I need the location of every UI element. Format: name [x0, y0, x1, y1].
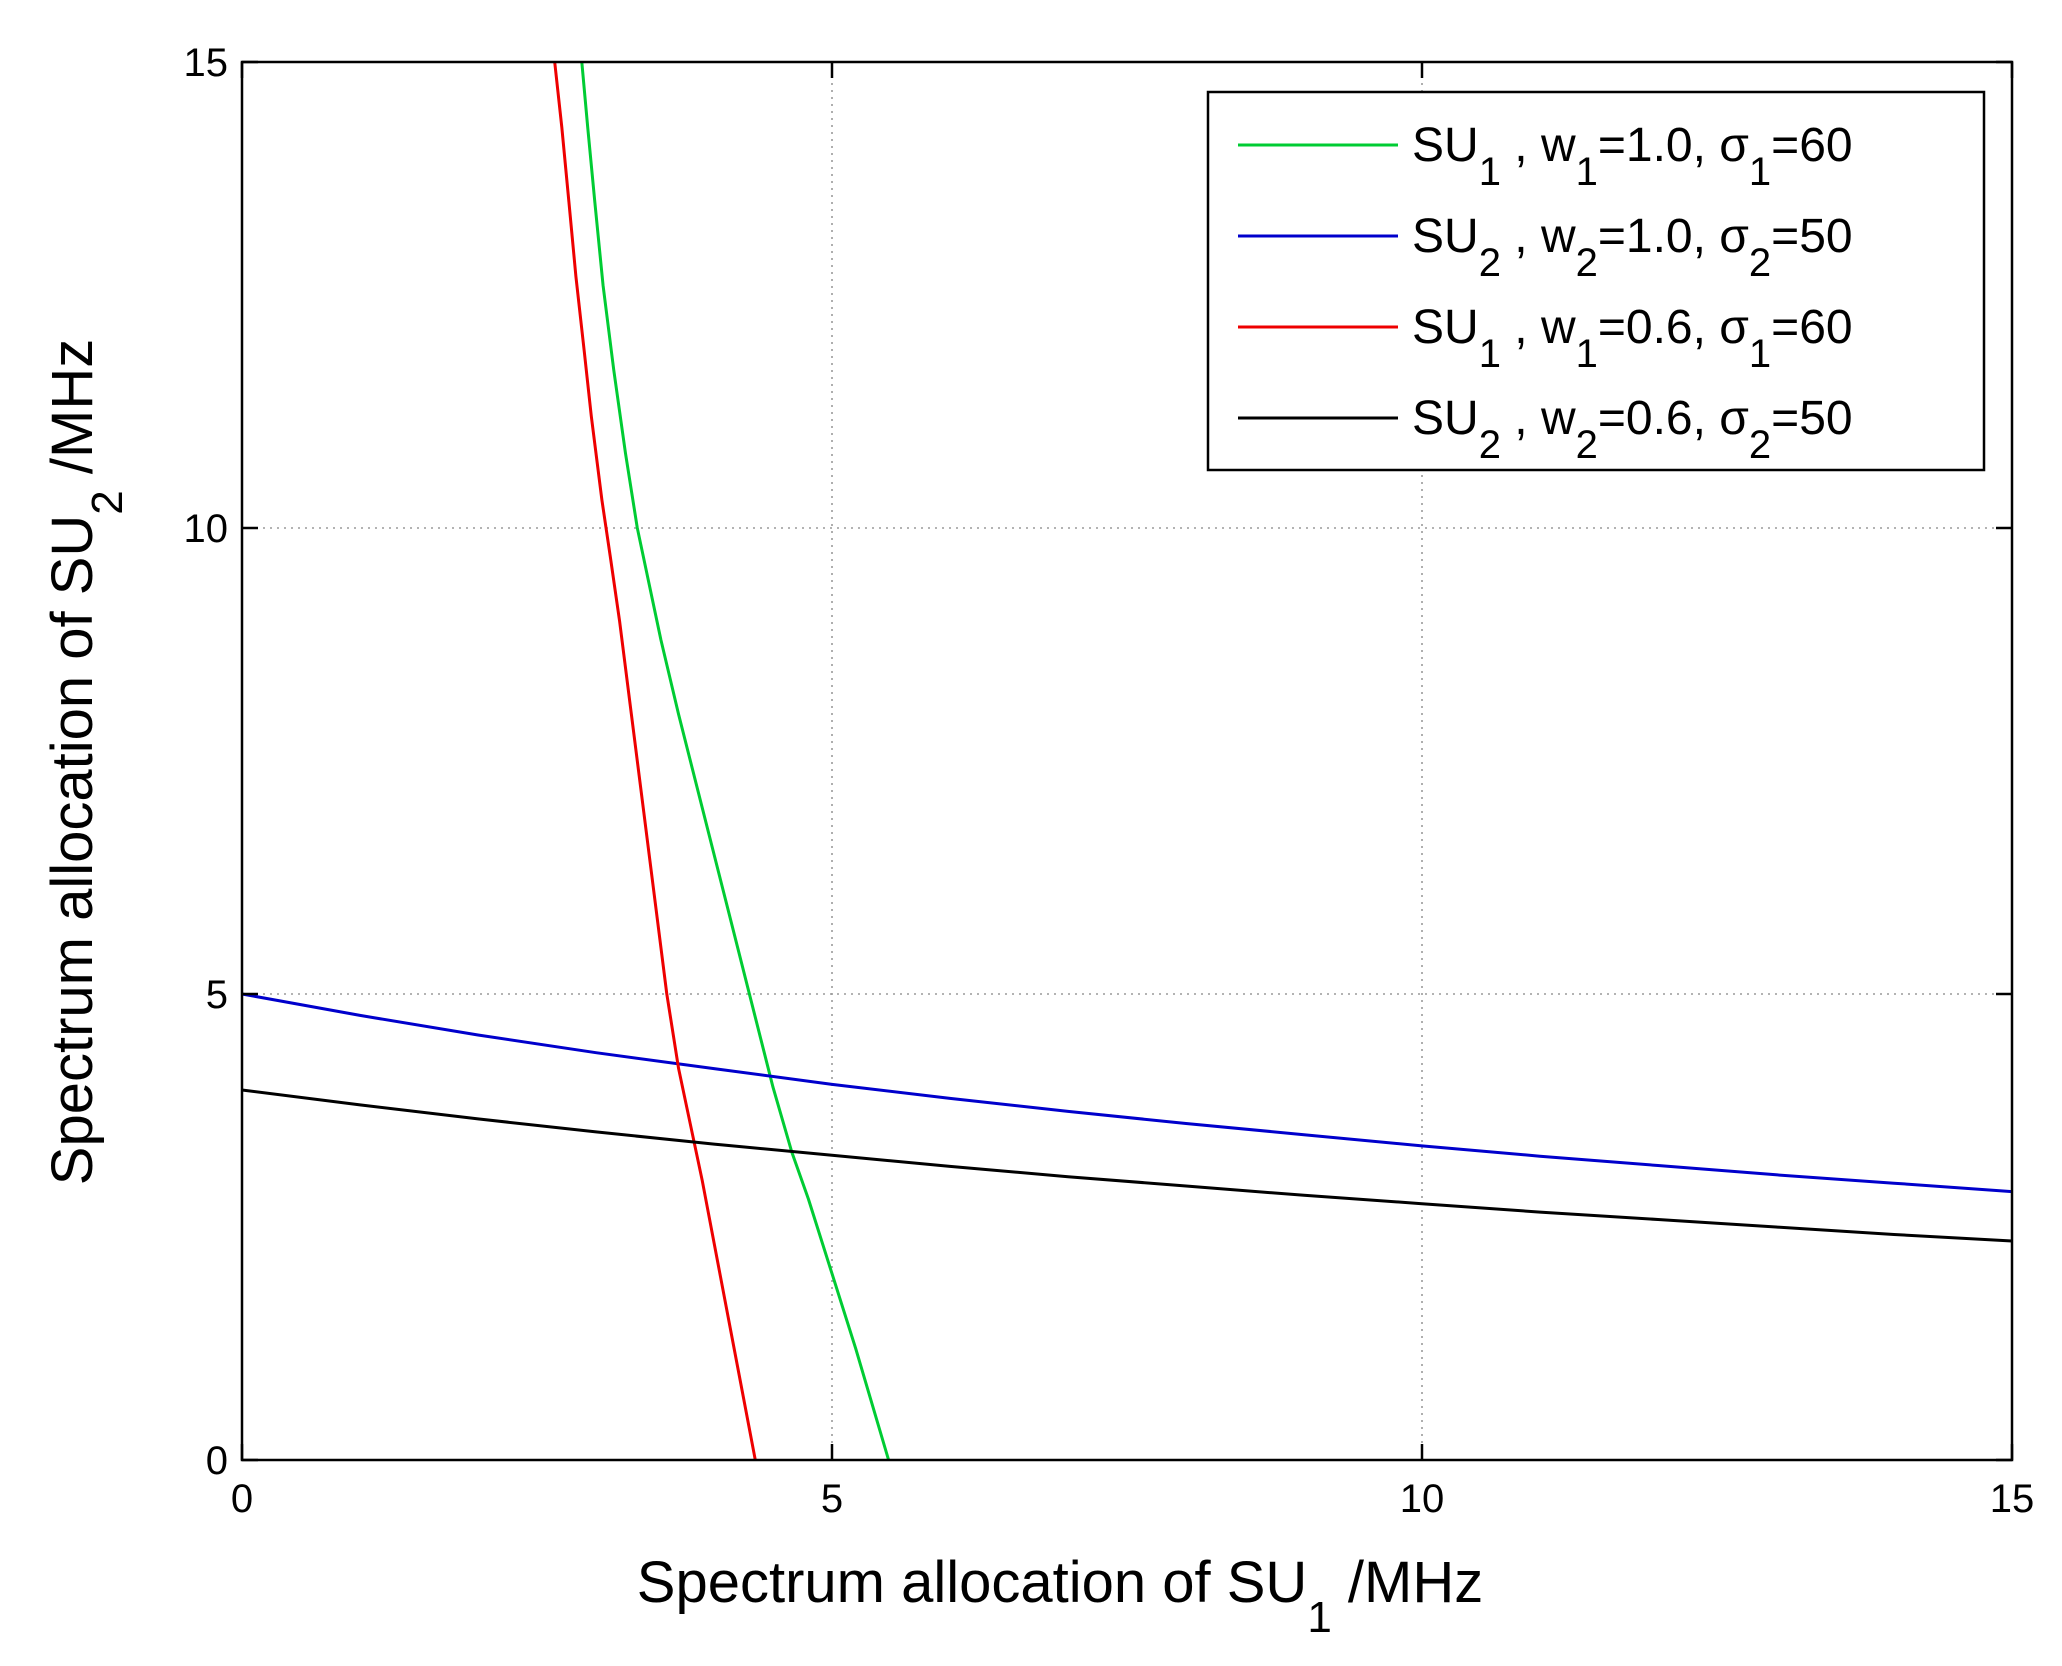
y-tick-label: 10 — [184, 507, 229, 551]
x-tick-label: 0 — [231, 1477, 253, 1521]
y-tick-label: 0 — [206, 1439, 228, 1483]
legend-entry-2: SU2 , w2=1.0, σ2=50 — [1412, 210, 1853, 285]
plot-area-frame — [240, 60, 2014, 1462]
series-lines — [241, 61, 2013, 1461]
axis-ticks: 0 5 10 15 0 5 10 15 — [184, 41, 2035, 1521]
x-tick-label: 15 — [1990, 1477, 2035, 1521]
x-tick-label: 5 — [821, 1477, 843, 1521]
y-tick-label: 15 — [184, 41, 229, 85]
x-tick-label: 10 — [1400, 1477, 1445, 1521]
legend-entry-4: SU2 , w2=0.6, σ2=50 — [1412, 392, 1853, 467]
legend-entry-3: SU1 , w1=0.6, σ1=60 — [1412, 301, 1853, 376]
legend-entry-1: SU1 , w1=1.0, σ1=60 — [1412, 119, 1853, 194]
legend: SU1 , w1=1.0, σ1=60 SU2 , w2=1.0, σ2=50 SU… — [1206, 90, 1986, 472]
series-line-4 — [241, 1088, 2013, 1243]
series-line-3 — [553, 61, 757, 1461]
series-line-2 — [241, 992, 2013, 1194]
y-axis-label: Spectrum allocation of SU2 /MHz — [40, 339, 132, 1185]
x-axis-label: Spectrum allocation of SU1 /MHz — [637, 1550, 1483, 1642]
legend-box — [1206, 90, 1986, 472]
y-tick-label: 5 — [206, 973, 228, 1017]
series-line-1 — [580, 61, 891, 1461]
